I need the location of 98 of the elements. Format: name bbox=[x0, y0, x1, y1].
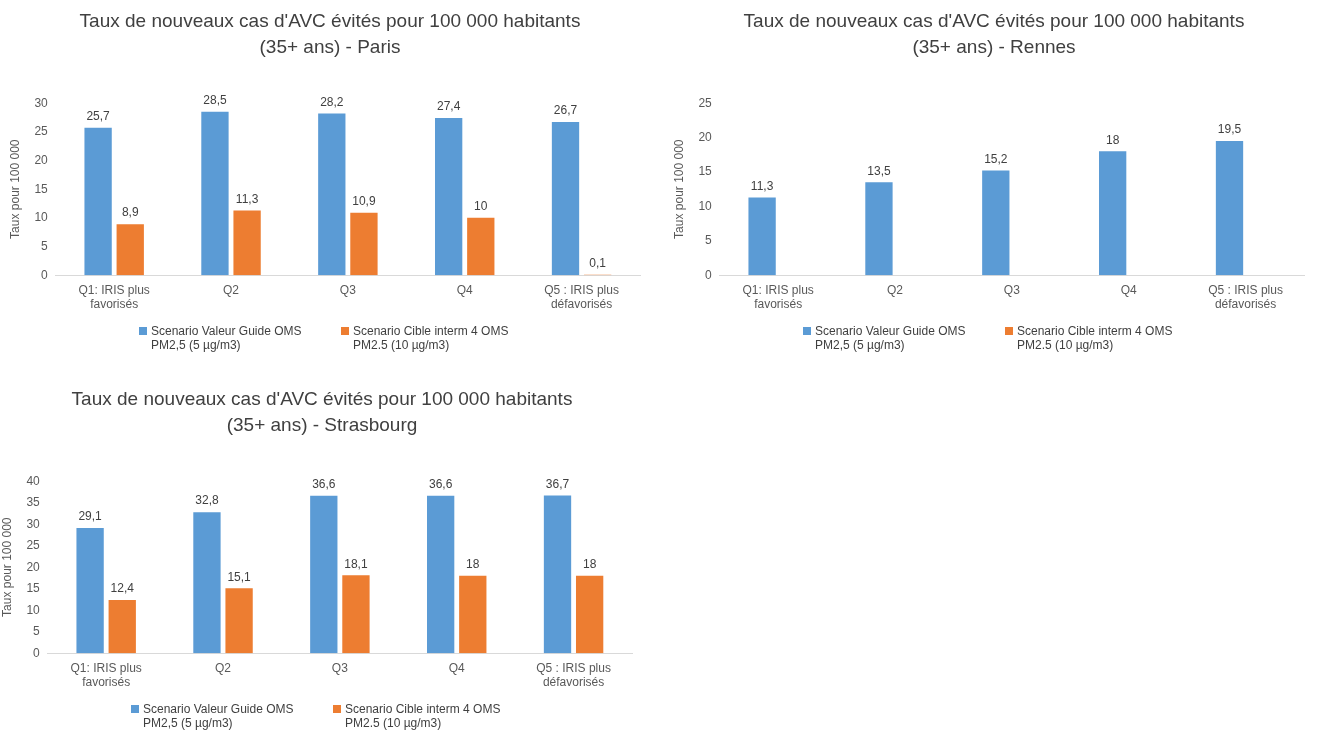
data-label: 15,2 bbox=[984, 151, 1008, 166]
bar bbox=[84, 127, 112, 276]
bar bbox=[435, 118, 463, 276]
data-label: 32,8 bbox=[195, 493, 219, 508]
y-tick-label: 35 bbox=[26, 495, 41, 510]
y-tick-label: 10 bbox=[34, 210, 49, 225]
bar bbox=[982, 170, 1010, 276]
y-tick-label: 5 bbox=[33, 624, 41, 639]
data-label: 10 bbox=[474, 199, 488, 214]
y-tick-label: 25 bbox=[34, 124, 49, 139]
data-label: 15,1 bbox=[227, 569, 252, 584]
legend-label: Scenario Valeur Guide OMS PM2,5 (5 µg/m3) bbox=[151, 324, 303, 352]
bar bbox=[1099, 151, 1127, 276]
bar bbox=[467, 217, 495, 276]
legend-label: Scenario Cible interm 4 OMS PM2.5 (10 µg/m3) bbox=[353, 324, 510, 352]
bar bbox=[76, 528, 104, 654]
data-label: 25,7 bbox=[86, 109, 111, 124]
data-label: 27,4 bbox=[436, 99, 461, 114]
legend-label: Scenario Cible interm 4 OMS PM2.5 (10 µg/m3) bbox=[1017, 324, 1174, 352]
bar bbox=[543, 495, 572, 654]
y-tick-label: 25 bbox=[698, 95, 713, 110]
data-label: 18 bbox=[466, 557, 480, 572]
x-tick-label: Q1: IRIS plus favorisés bbox=[78, 282, 150, 312]
x-tick-label: Q3 bbox=[1003, 282, 1021, 297]
bar bbox=[225, 588, 253, 654]
chart-title: Taux de nouveaux cas d'AVC évités pour 100 000 habitants (35+ ans) - Strasbourg bbox=[70, 387, 574, 437]
data-label: 29,1 bbox=[78, 509, 103, 524]
y-tick-label: 15 bbox=[698, 164, 713, 179]
bar bbox=[193, 512, 221, 654]
data-label: 18 bbox=[1105, 132, 1120, 147]
x-tick-label: Q4 bbox=[448, 660, 466, 675]
bar bbox=[350, 212, 378, 276]
y-axis-title: Taux pour 100 000 bbox=[0, 517, 14, 617]
bar bbox=[318, 113, 346, 276]
x-tick-label: Q2 bbox=[215, 660, 232, 675]
chart-title: Taux de nouveaux cas d'AVC évités pour 100 000 habitants (35+ ans) - Rennes bbox=[742, 9, 1246, 59]
y-tick-label: 15 bbox=[34, 181, 49, 196]
x-tick-label: Q5 : IRIS plus défavorisés bbox=[536, 660, 611, 690]
y-axis-title: Taux pour 100 000 bbox=[671, 139, 686, 239]
y-tick-label: 5 bbox=[705, 233, 713, 248]
y-tick-label: 25 bbox=[26, 538, 41, 553]
data-label: 28,5 bbox=[203, 93, 227, 108]
data-label: 0,1 bbox=[589, 255, 607, 270]
bar bbox=[116, 224, 144, 276]
y-tick-label: 30 bbox=[34, 95, 49, 110]
x-tick-label: Q2 bbox=[223, 282, 240, 297]
y-tick-label: 5 bbox=[41, 238, 49, 253]
data-label: 26,7 bbox=[553, 103, 578, 118]
bar bbox=[865, 182, 893, 276]
bar bbox=[748, 197, 776, 276]
x-tick-label: Q1: IRIS plus favorisés bbox=[742, 282, 814, 312]
x-tick-label: Q3 bbox=[339, 282, 357, 297]
data-label: 11,3 bbox=[750, 178, 774, 193]
bar bbox=[427, 495, 455, 654]
data-label: 36,6 bbox=[312, 477, 336, 492]
x-tick-label: Q5 : IRIS plus défavorisés bbox=[1208, 282, 1283, 312]
x-tick-label: Q2 bbox=[887, 282, 904, 297]
x-tick-label: Q4 bbox=[456, 282, 474, 297]
x-tick-label: Q4 bbox=[1120, 282, 1138, 297]
data-label: 11,3 bbox=[235, 191, 259, 206]
data-label: 10,9 bbox=[352, 194, 376, 209]
bar bbox=[342, 575, 370, 654]
bar bbox=[1215, 141, 1244, 276]
y-tick-label: 20 bbox=[26, 559, 41, 574]
chart-title: Taux de nouveaux cas d'AVC évités pour 100 000 habitants (35+ ans) - Paris bbox=[78, 9, 582, 59]
y-tick-label: 20 bbox=[34, 152, 49, 167]
legend-label: Scenario Valeur Guide OMS PM2,5 (5 µg/m3) bbox=[143, 702, 295, 730]
bar bbox=[108, 599, 136, 654]
x-tick-label: Q3 bbox=[331, 660, 349, 675]
data-label: 13,5 bbox=[867, 163, 891, 178]
bar bbox=[310, 495, 338, 654]
y-tick-label: 0 bbox=[33, 645, 41, 660]
bar bbox=[233, 210, 261, 276]
x-tick-label: Q5 : IRIS plus défavorisés bbox=[544, 282, 619, 312]
data-label: 36,7 bbox=[545, 476, 570, 491]
legend-label: Scenario Valeur Guide OMS PM2,5 (5 µg/m3) bbox=[815, 324, 967, 352]
data-label: 12,4 bbox=[110, 581, 135, 596]
y-tick-label: 0 bbox=[705, 267, 713, 282]
y-axis-title: Taux pour 100 000 bbox=[7, 139, 22, 239]
y-tick-label: 0 bbox=[41, 267, 49, 282]
bar bbox=[575, 575, 604, 654]
data-label: 18,1 bbox=[344, 556, 368, 571]
bar bbox=[201, 111, 229, 276]
y-tick-label: 10 bbox=[26, 602, 41, 617]
legend-label: Scenario Cible interm 4 OMS PM2.5 (10 µg/m3) bbox=[345, 702, 502, 730]
y-tick-label: 30 bbox=[26, 516, 41, 531]
x-tick-label: Q1: IRIS plus favorisés bbox=[70, 660, 142, 690]
data-label: 18 bbox=[582, 557, 597, 572]
bar bbox=[551, 122, 580, 276]
data-label: 19,5 bbox=[1217, 122, 1242, 137]
data-label: 36,6 bbox=[428, 477, 453, 492]
y-tick-label: 15 bbox=[26, 581, 41, 596]
y-tick-label: 20 bbox=[698, 129, 713, 144]
data-label: 8,9 bbox=[121, 205, 139, 220]
y-tick-label: 10 bbox=[698, 198, 713, 213]
data-label: 28,2 bbox=[320, 94, 344, 109]
y-tick-label: 40 bbox=[26, 473, 41, 488]
bar bbox=[459, 575, 487, 654]
